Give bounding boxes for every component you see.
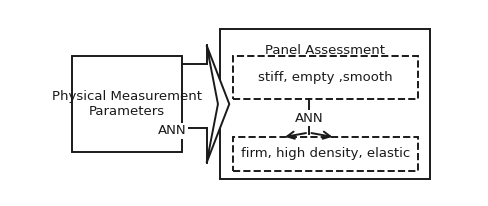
Text: Physical Measurement
Parameters: Physical Measurement Parameters: [52, 90, 202, 118]
FancyBboxPatch shape: [72, 56, 182, 152]
Text: firm, high density, elastic: firm, high density, elastic: [241, 147, 410, 160]
Polygon shape: [206, 45, 229, 163]
FancyBboxPatch shape: [220, 29, 430, 179]
Text: Panel Assessment
Attributes: Panel Assessment Attributes: [265, 44, 385, 72]
Text: stiff, empty ,smooth: stiff, empty ,smooth: [259, 71, 393, 84]
FancyBboxPatch shape: [233, 137, 418, 171]
Text: ANN: ANN: [294, 112, 323, 125]
Text: ANN: ANN: [158, 124, 187, 137]
FancyBboxPatch shape: [233, 56, 418, 99]
